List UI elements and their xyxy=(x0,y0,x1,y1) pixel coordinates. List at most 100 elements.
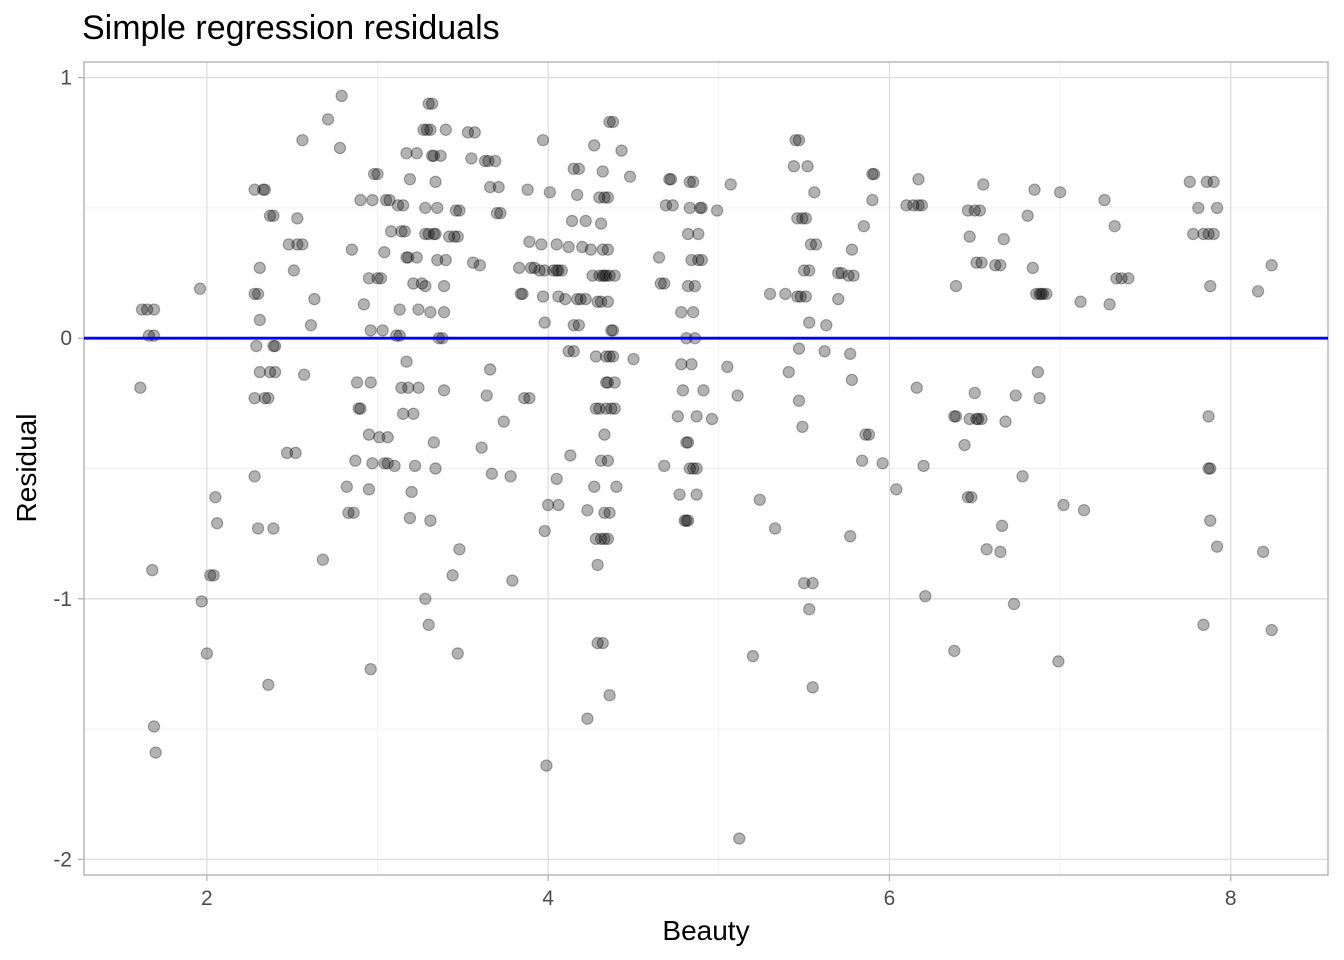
data-point xyxy=(147,720,161,733)
data-point xyxy=(333,141,347,155)
data-point xyxy=(588,480,601,493)
data-point xyxy=(256,183,270,196)
data-point xyxy=(588,139,601,152)
data-point xyxy=(204,569,217,582)
data-point xyxy=(910,381,923,394)
data-point xyxy=(367,167,381,181)
data-point xyxy=(291,212,304,225)
data-point xyxy=(1200,175,1214,189)
data-point xyxy=(980,543,993,556)
data-point xyxy=(685,358,698,371)
data-point xyxy=(200,647,214,660)
data-point xyxy=(608,269,621,282)
data-point xyxy=(792,342,806,355)
data-point xyxy=(1204,279,1217,293)
data-point xyxy=(589,532,603,546)
data-point xyxy=(570,292,584,306)
data-point xyxy=(601,376,615,389)
y-tick-label: 0 xyxy=(60,327,72,350)
data-point xyxy=(855,454,869,467)
data-point xyxy=(533,264,546,277)
data-point xyxy=(518,391,531,405)
data-point xyxy=(422,97,435,110)
x-tick-label: 2 xyxy=(201,887,213,910)
data-point xyxy=(1110,272,1123,285)
data-point xyxy=(1251,285,1265,298)
data-point xyxy=(1183,175,1196,189)
data-point xyxy=(603,269,616,282)
data-point xyxy=(601,295,615,308)
data-point xyxy=(570,188,584,202)
data-point xyxy=(601,454,615,467)
data-point xyxy=(615,144,628,157)
data-point xyxy=(796,420,809,434)
data-point xyxy=(547,264,560,277)
data-point xyxy=(1033,287,1046,301)
data-point xyxy=(258,391,272,405)
data-point xyxy=(429,175,442,189)
data-point xyxy=(574,292,587,306)
data-point xyxy=(473,259,487,272)
data-point xyxy=(567,318,580,332)
data-point xyxy=(1115,272,1128,285)
data-point xyxy=(1210,201,1224,215)
data-point xyxy=(803,316,816,329)
data-point xyxy=(596,269,609,282)
data-point xyxy=(818,345,831,358)
data-point xyxy=(1204,514,1217,527)
data-point xyxy=(395,225,408,238)
data-point xyxy=(678,514,691,527)
data-point xyxy=(393,303,406,316)
data-point xyxy=(968,204,981,217)
data-point xyxy=(424,514,437,527)
data-point xyxy=(835,266,848,280)
data-point xyxy=(1210,540,1224,553)
data-point xyxy=(598,191,611,204)
data-point xyxy=(419,592,432,605)
data-point xyxy=(594,295,608,308)
data-point xyxy=(1029,287,1043,301)
data-point xyxy=(193,282,207,295)
data-point xyxy=(603,689,616,702)
data-point xyxy=(291,238,304,251)
data-point xyxy=(867,167,881,181)
data-point xyxy=(446,569,459,582)
data-point xyxy=(195,595,208,608)
data-point xyxy=(857,219,871,233)
data-point xyxy=(263,365,277,379)
data-point xyxy=(282,238,295,251)
data-point xyxy=(866,193,879,207)
data-point xyxy=(1098,193,1111,207)
data-point xyxy=(540,759,553,772)
data-point xyxy=(419,279,432,293)
data-point xyxy=(1009,389,1022,402)
data-point xyxy=(475,441,488,454)
data-point xyxy=(1202,410,1215,423)
data-point xyxy=(402,251,415,264)
data-point xyxy=(364,376,377,389)
data-point xyxy=(516,287,529,301)
data-point xyxy=(248,470,261,483)
data-point xyxy=(572,318,586,332)
data-point xyxy=(506,574,519,587)
data-point xyxy=(1053,186,1067,199)
data-point xyxy=(564,449,577,462)
data-point xyxy=(598,428,611,441)
data-point xyxy=(552,264,565,277)
data-point xyxy=(768,522,782,535)
data-point xyxy=(599,402,613,415)
data-point xyxy=(806,576,819,590)
data-point xyxy=(601,191,615,204)
data-point xyxy=(1026,261,1039,275)
data-point xyxy=(504,470,517,483)
data-point xyxy=(378,457,391,470)
data-point xyxy=(912,199,925,212)
data-point xyxy=(1040,287,1053,301)
data-point xyxy=(753,493,766,506)
data-point xyxy=(803,603,816,616)
data-point xyxy=(364,662,377,676)
data-point xyxy=(1202,462,1215,475)
data-point xyxy=(593,191,606,204)
data-point xyxy=(1074,295,1087,308)
